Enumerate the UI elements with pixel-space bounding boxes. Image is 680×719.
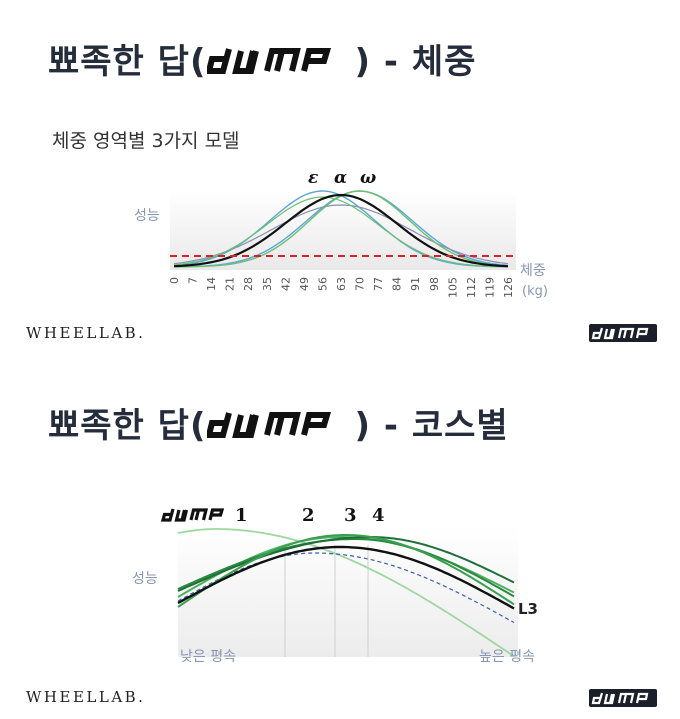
x-tick-label: 7 <box>187 277 200 284</box>
slide2-title-suffix: ) - 코스별 <box>354 406 509 446</box>
slide2-y-label: 성능 <box>132 571 158 587</box>
x-tick-label: 21 <box>224 277 237 291</box>
x-tick-label: 28 <box>242 277 255 291</box>
course-curves <box>177 528 515 658</box>
slide1-title: 뾰족한 답( ) - 체중 <box>48 34 476 84</box>
series-alpha-line <box>173 193 509 268</box>
marker-epsilon-text: ε <box>308 168 319 188</box>
dwmp-badge-logo <box>591 327 649 340</box>
slide2-title: 뾰족한 답( ) - 코스별 <box>48 398 509 448</box>
series-alpha-ref-line <box>173 204 509 265</box>
series-omega-line-2 <box>173 196 508 268</box>
dwmp-badge-logo <box>591 692 649 705</box>
course-4-line <box>177 536 515 592</box>
x-tick-label: 35 <box>261 277 274 291</box>
slide1-x-unit: (kg) <box>522 284 548 299</box>
slide1-x-label: 체중 <box>520 263 546 279</box>
slide1-dwmp-badge <box>589 324 657 342</box>
x-tick-label: 98 <box>428 277 441 291</box>
x-tick-label: 91 <box>409 277 422 291</box>
slide1-brand: WHEELLAB. <box>26 324 146 342</box>
marker-alpha-text: α <box>334 168 348 188</box>
marker-alpha: α <box>334 168 347 188</box>
course-dwmp-logo <box>160 507 232 527</box>
course-label-4: 4 <box>372 505 385 526</box>
slide2-title-prefix: 뾰족한 답( <box>48 406 207 446</box>
chart-bg <box>178 527 518 657</box>
x-tick-label: 42 <box>279 277 292 291</box>
slide1-y-label: 성능 <box>134 208 160 224</box>
weight-curves <box>173 190 509 268</box>
x-tick-label: 77 <box>372 277 385 291</box>
course-green-line <box>177 534 515 608</box>
x-tick-label: 126 <box>502 277 515 298</box>
x-tick-label: 49 <box>298 277 311 291</box>
series-l3-line <box>177 545 515 610</box>
x-tick-label: 105 <box>446 277 459 298</box>
blue-dashed-line <box>177 552 515 624</box>
dwmp-logo <box>204 44 355 84</box>
series-label-l3: L3 <box>518 600 538 618</box>
course-label-2: 2 <box>302 505 315 526</box>
slide2-dwmp-badge <box>589 689 657 707</box>
slide1-title-suffix: ) - 체중 <box>354 42 477 82</box>
x-tick-label: 84 <box>391 277 404 291</box>
slide1-title-prefix: 뾰족한 답( <box>48 42 207 82</box>
course-label-1: 1 <box>235 505 248 526</box>
x-tick-label: 63 <box>335 277 348 291</box>
x-tick-label: 14 <box>205 277 218 291</box>
marker-omega-text: ω <box>360 168 377 188</box>
marker-epsilon: ε <box>308 168 318 188</box>
course-label-3: 3 <box>344 505 357 526</box>
course-3-line <box>177 538 515 598</box>
slide1-subtitle: 체중 영역별 3가지 모델 <box>52 130 240 152</box>
x-tick-label: 56 <box>316 277 329 291</box>
x-tick-label: 0 <box>168 277 181 284</box>
course-1-line <box>177 528 515 658</box>
x-tick-label: 119 <box>483 277 496 298</box>
weight-chart: 0 7 14 21 28 35 42 49 56 63 70 77 84 91 98 105 112 119 126 <box>168 190 516 298</box>
dwmp-logo <box>204 408 355 448</box>
marker-omega: ω <box>360 168 376 188</box>
slide2-x-right: 높은 평속 <box>479 649 535 665</box>
slide2-x-left: 낮은 평속 <box>180 649 236 665</box>
x-tick-label: 70 <box>354 277 367 291</box>
slide2-brand: WHEELLAB. <box>26 688 146 706</box>
course-chart <box>177 527 518 658</box>
x-ticks: 0 7 14 21 28 35 42 49 56 63 70 77 84 91 98 105 112 119 126 <box>168 277 515 298</box>
x-tick-label: 112 <box>465 277 478 298</box>
